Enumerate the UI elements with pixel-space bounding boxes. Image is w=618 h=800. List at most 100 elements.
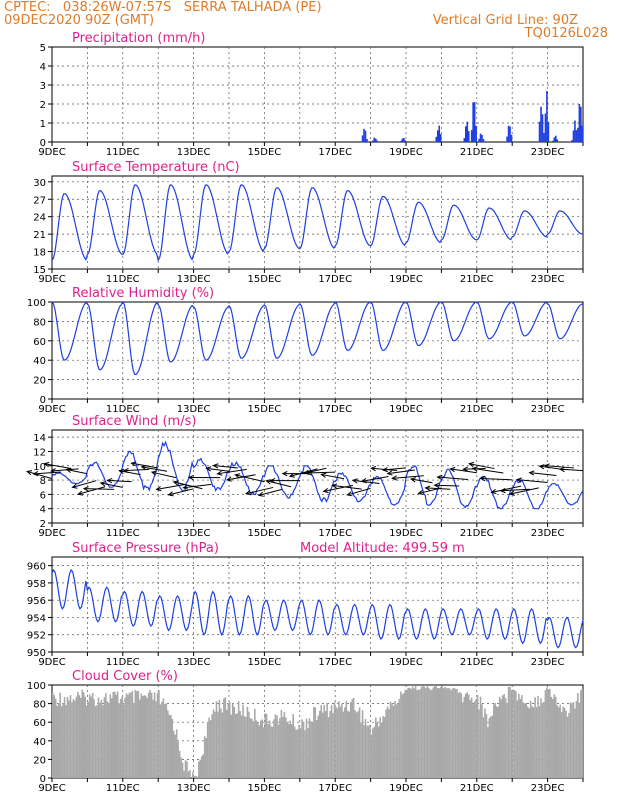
cloud-bar — [299, 728, 302, 778]
precip-bar — [466, 121, 469, 142]
cloud-bar — [234, 713, 237, 778]
precip-bar — [574, 120, 576, 142]
cloud-bar — [470, 697, 473, 778]
panel-5-xtick-label: 21DEC — [460, 783, 494, 794]
cloud-bar — [577, 692, 579, 778]
panel-5-xtick-label: 15DEC — [248, 783, 282, 794]
cloud-bar — [282, 716, 284, 778]
cloud-bar — [205, 738, 207, 778]
cloud-bar — [442, 687, 445, 778]
cloud-bar — [370, 734, 373, 778]
cloud-bar — [245, 716, 247, 778]
cloud-bar — [345, 700, 348, 778]
wind-vector-head — [82, 486, 89, 492]
panel-4-xtick-label: 21DEC — [460, 657, 494, 668]
panel-4-ytick-label: 954 — [27, 613, 46, 624]
wind-vector-head — [320, 472, 327, 478]
wind-vector — [517, 479, 548, 483]
cloud-bar — [289, 720, 292, 778]
cloud-bar — [149, 690, 151, 778]
cloud-bar — [209, 720, 212, 778]
cloud-bar — [490, 716, 492, 778]
wind-vector-head — [155, 486, 162, 492]
cloud-bar — [532, 707, 535, 778]
cloud-bar — [304, 730, 306, 778]
precip-bar — [373, 137, 376, 142]
cloud-bar — [348, 711, 351, 778]
panel-1-ytick-label: 24 — [33, 213, 46, 224]
wind-vector-head — [468, 461, 475, 468]
wind-vector-head — [118, 468, 125, 475]
panel-2-xtick-label: 19DEC — [389, 404, 423, 415]
cloud-bar — [231, 703, 234, 778]
cloud-bar — [218, 699, 221, 778]
cloud-bar — [196, 776, 199, 778]
cloud-bar — [478, 709, 480, 778]
cloud-bar — [134, 689, 137, 778]
cloud-bar — [248, 711, 250, 778]
cloud-bar — [72, 698, 75, 778]
cloud-bar — [66, 696, 69, 778]
cloud-bar — [127, 694, 129, 778]
cloud-bar — [186, 761, 188, 778]
cloud-bar — [385, 709, 387, 778]
panel-5-xtick-label: 9DEC — [38, 783, 65, 794]
cloud-bar — [301, 719, 303, 778]
cloud-bar — [498, 696, 501, 778]
cloud-bar — [549, 688, 551, 778]
panel-1-ytick-label: 30 — [33, 178, 46, 189]
cloud-bar — [254, 708, 256, 778]
cloud-bar — [535, 707, 538, 778]
cloud-bar — [88, 694, 91, 778]
panel-1-xtick-label: 19DEC — [389, 274, 423, 285]
wind-vector-head — [409, 477, 417, 483]
cloud-bar — [178, 750, 181, 778]
cloud-bar — [531, 706, 533, 778]
wind-vector-head — [370, 466, 377, 472]
cloud-bar — [240, 715, 243, 778]
wind-vector-head — [436, 474, 443, 481]
cloud-bar — [270, 726, 272, 778]
cloud-bar — [431, 689, 433, 778]
precip-bar — [438, 125, 441, 142]
wind-vector-head — [99, 481, 106, 487]
cloud-bar — [115, 694, 117, 778]
cloud-bar — [435, 686, 438, 778]
cloud-bar — [84, 696, 86, 778]
cloud-bar — [206, 722, 209, 778]
cloud-bar — [407, 687, 410, 778]
wind-vector — [119, 470, 141, 476]
cloud-bar — [475, 698, 477, 778]
precip-bar — [364, 130, 367, 142]
cloud-bar — [428, 688, 430, 778]
cloud-bar — [252, 721, 255, 778]
cloud-bar — [521, 695, 523, 778]
cloud-bar — [150, 692, 153, 778]
cloud-bar — [255, 720, 258, 778]
panel-2-xtick-label: 15DEC — [248, 404, 282, 415]
wind-vector — [168, 488, 194, 496]
cloud-bar — [229, 701, 231, 778]
panel-2-ytick-label: 40 — [33, 356, 46, 367]
cloud-bar — [501, 695, 504, 778]
header-location: CPTEC: 038:26W-07:57S SERRA TALHADA (PE) — [4, 0, 322, 15]
cloud-bar — [462, 702, 464, 778]
wind-vector-head — [32, 470, 39, 477]
panel-0-ytick-label: 5 — [40, 43, 46, 54]
cloud-bar — [543, 701, 545, 778]
cloud-bar — [454, 688, 457, 778]
cloud-bar — [581, 689, 584, 778]
cloud-bar — [411, 686, 414, 778]
precip-bar — [465, 126, 467, 142]
cloud-bar — [106, 701, 109, 778]
cloud-bar — [198, 761, 200, 778]
wind-vector — [258, 488, 283, 496]
cloud-bar — [158, 690, 160, 778]
cloud-bar — [388, 709, 390, 778]
cloud-bar — [357, 711, 359, 778]
wind-vector-head — [508, 490, 515, 496]
wind-vector-head — [417, 489, 424, 495]
cloud-bar — [479, 696, 482, 778]
cloud-bar — [80, 697, 82, 778]
cloud-bar — [560, 712, 563, 778]
